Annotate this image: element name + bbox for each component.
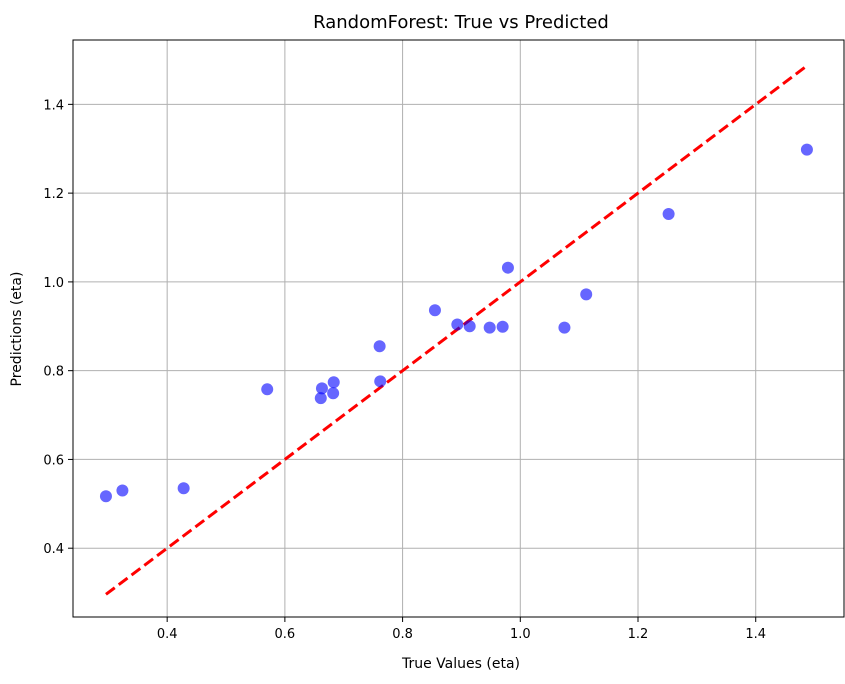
- y-tick-label: 1.2: [43, 187, 64, 202]
- plot-frame: [72, 39, 845, 618]
- y-tick-label: 0.4: [43, 542, 64, 557]
- data-point: [327, 387, 340, 400]
- x-tick-label: 0.4: [157, 627, 178, 642]
- y-tick-label: 1.0: [43, 276, 64, 291]
- data-point: [580, 288, 593, 301]
- data-point: [451, 318, 464, 331]
- data-point: [99, 490, 112, 503]
- data-point: [314, 392, 327, 405]
- y-axis-label: Predictions (eta): [9, 272, 25, 387]
- x-tick-label: 0.6: [275, 627, 296, 642]
- chart-title: RandomForest: True vs Predicted: [313, 12, 609, 33]
- x-axis-label: True Values (eta): [401, 656, 520, 672]
- data-point: [483, 321, 496, 334]
- data-point: [373, 340, 386, 353]
- y-tick-label: 0.8: [43, 365, 64, 380]
- data-point: [463, 320, 476, 333]
- data-point: [177, 482, 190, 495]
- data-point: [800, 143, 813, 156]
- y-tick-label: 0.6: [43, 453, 64, 468]
- data-point: [261, 383, 274, 396]
- data-point: [428, 304, 441, 317]
- x-tick-label: 1.4: [745, 627, 766, 642]
- data-point: [662, 207, 675, 220]
- data-point: [374, 375, 387, 388]
- x-tick-label: 1.2: [628, 627, 649, 642]
- x-tick-label: 1.0: [510, 627, 531, 642]
- data-point: [496, 320, 509, 333]
- data-point: [501, 261, 514, 274]
- data-point: [558, 321, 571, 334]
- series-layer: [99, 64, 813, 596]
- x-tick-label: 0.8: [392, 627, 413, 642]
- data-point: [116, 484, 129, 497]
- grid-layer: [73, 40, 844, 617]
- data-point: [315, 382, 328, 395]
- axis-layer: 0.4 0.6 0.8 1.0 1.2 1.4 0.4 0.6 0.8 1.0 1.2 1.4: [43, 39, 845, 642]
- y-tick-label: 1.4: [43, 98, 64, 113]
- data-point: [327, 376, 340, 389]
